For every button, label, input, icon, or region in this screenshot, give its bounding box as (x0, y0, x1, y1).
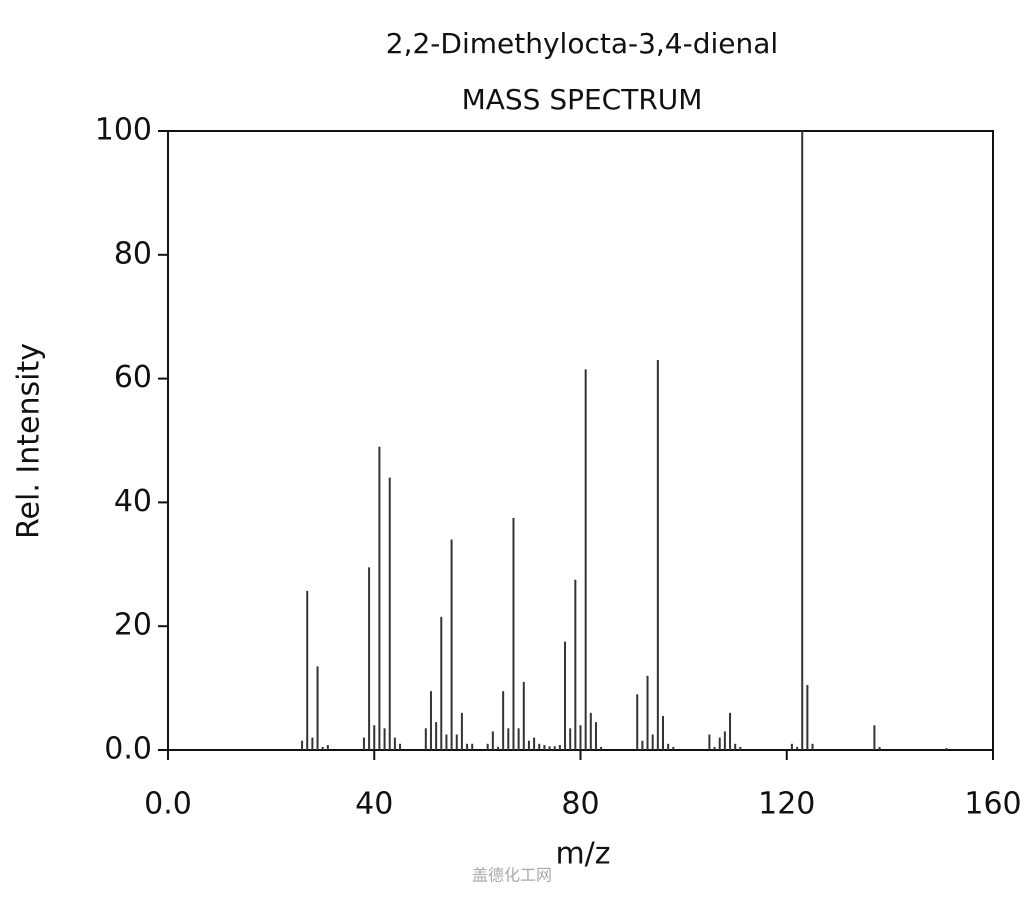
y-tick-label: 60 (114, 360, 152, 395)
x-tick-label: 40 (355, 787, 393, 822)
y-tick-label: 40 (114, 484, 152, 519)
y-tick-label: 100 (95, 113, 152, 148)
chart-title: 2,2-Dimethylocta-3,4-dienal (386, 27, 778, 60)
x-tick-label: 160 (964, 787, 1021, 822)
y-tick-label: 80 (114, 236, 152, 271)
x-tick-label: 120 (758, 787, 815, 822)
x-tick-label: 80 (561, 787, 599, 822)
plot-frame (167, 130, 994, 751)
y-tick-label: 20 (114, 608, 152, 643)
watermark: 盖德化工网 (472, 866, 552, 885)
y-axis-label: Rel. Intensity (12, 343, 47, 539)
x-tick-label: 0.0 (144, 787, 192, 822)
x-axis-label: m/z (555, 837, 610, 872)
chart-subtitle: MASS SPECTRUM (462, 83, 703, 116)
y-tick-label: 0.0 (104, 732, 152, 767)
